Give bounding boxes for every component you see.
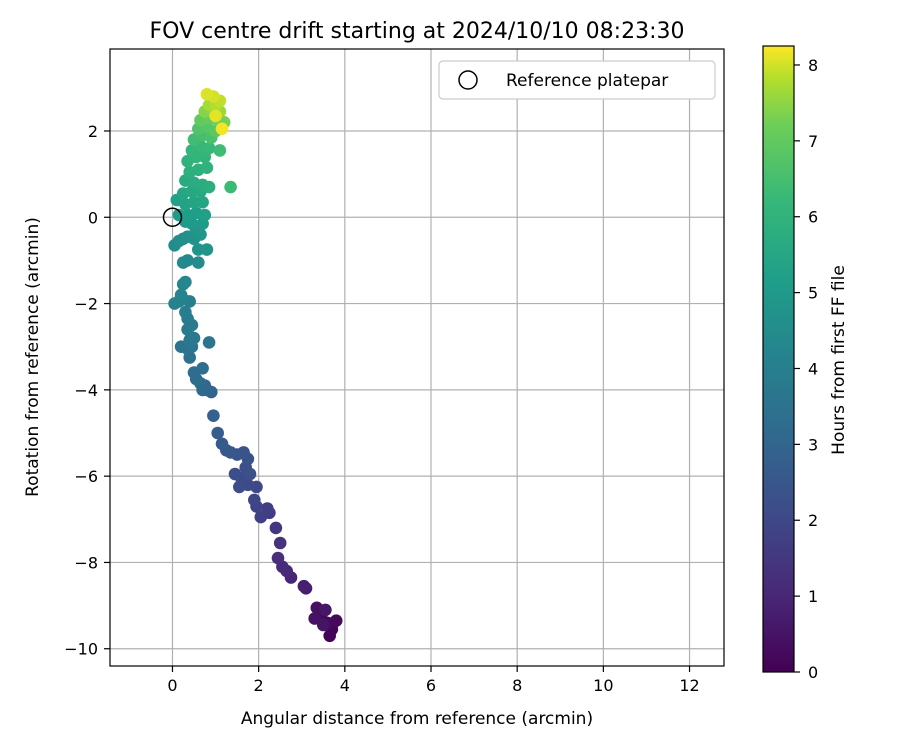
data-point	[319, 603, 332, 617]
colorbar: 0 1 2 3 4 5 6 7 8 Hours from first FF file	[762, 45, 849, 682]
x-axis: 0 2 4 6 8 10 12	[167, 666, 700, 695]
y-tick-label: −8	[74, 553, 98, 572]
data-point	[207, 409, 220, 423]
data-point	[261, 502, 274, 515]
data-point	[202, 141, 216, 155]
colorbar-tick-label: 6	[808, 208, 818, 227]
y-tick-label: 2	[88, 122, 98, 141]
colorbar-tick-label: 3	[808, 435, 818, 454]
data-point	[269, 521, 283, 535]
x-axis-label: Angular distance from reference (arcmin)	[241, 709, 593, 729]
legend-label: Reference platepar	[506, 71, 668, 91]
data-point	[179, 305, 192, 319]
data-point	[215, 437, 229, 451]
reference-platepar-marker	[162, 207, 183, 228]
plot-frame	[109, 48, 725, 667]
data-point	[213, 144, 227, 157]
data-point	[200, 88, 214, 101]
data-point	[308, 612, 322, 625]
x-tick-label: 0	[167, 676, 177, 695]
x-tick-label: 4	[340, 676, 350, 695]
data-point	[273, 536, 287, 550]
data-point	[209, 109, 222, 123]
y-tick-label: −2	[74, 295, 98, 314]
data-point	[215, 122, 229, 136]
data-point	[297, 579, 311, 593]
y-axis: −10 −8 −6 −4 −2 0 2	[64, 122, 110, 659]
data-point	[198, 208, 212, 222]
data-point	[233, 480, 246, 494]
data-point	[179, 275, 192, 289]
y-tick-label: −4	[74, 381, 98, 400]
y-tick-label: 0	[88, 208, 98, 227]
x-tick-label: 10	[593, 676, 613, 695]
x-tick-label: 12	[679, 676, 699, 695]
data-point	[243, 467, 257, 481]
colorbar-gradient	[762, 45, 795, 673]
colorbar-tick-label: 8	[808, 56, 818, 75]
colorbar-tick-label: 0	[808, 663, 818, 682]
chart-title: FOV centre drift starting at 2024/10/10 …	[150, 19, 685, 44]
data-point	[224, 180, 237, 194]
colorbar-tick-label: 5	[808, 284, 818, 303]
data-point	[248, 493, 261, 507]
colorbar-tick-label: 7	[808, 132, 818, 151]
reference-marker	[162, 207, 183, 228]
y-tick-label: −6	[74, 467, 98, 486]
y-axis-label: Rotation from reference (arcmin)	[23, 217, 43, 497]
data-point	[202, 180, 216, 194]
data-point	[200, 243, 214, 256]
data-point	[192, 256, 205, 269]
data-point	[317, 618, 330, 632]
data-points	[168, 88, 343, 643]
data-point	[174, 340, 188, 354]
y-tick-label: −10	[64, 640, 98, 659]
data-point	[200, 161, 214, 174]
data-point	[254, 510, 268, 524]
data-point	[187, 331, 201, 345]
data-point	[271, 551, 285, 565]
x-tick-label: 6	[426, 676, 436, 695]
x-tick-label: 2	[254, 676, 264, 695]
legend: Reference platepar	[438, 60, 716, 100]
colorbar-tick-label: 2	[808, 511, 818, 530]
colorbar-tick-label: 4	[808, 359, 818, 378]
data-point	[228, 467, 242, 481]
legend-marker-open-circle	[458, 70, 478, 90]
colorbar-tick-label: 1	[808, 587, 818, 606]
data-point	[211, 426, 224, 440]
colorbar-ticks: 0 1 2 3 4 5 6 7 8	[794, 56, 818, 682]
data-point	[168, 297, 181, 310]
data-point	[174, 288, 188, 302]
legend-box	[438, 60, 716, 100]
data-point	[196, 362, 209, 375]
x-tick-label: 8	[512, 676, 522, 695]
data-point	[181, 254, 194, 267]
data-point	[202, 336, 216, 349]
data-point	[196, 195, 209, 209]
colorbar-label: Hours from first FF file	[829, 265, 849, 455]
